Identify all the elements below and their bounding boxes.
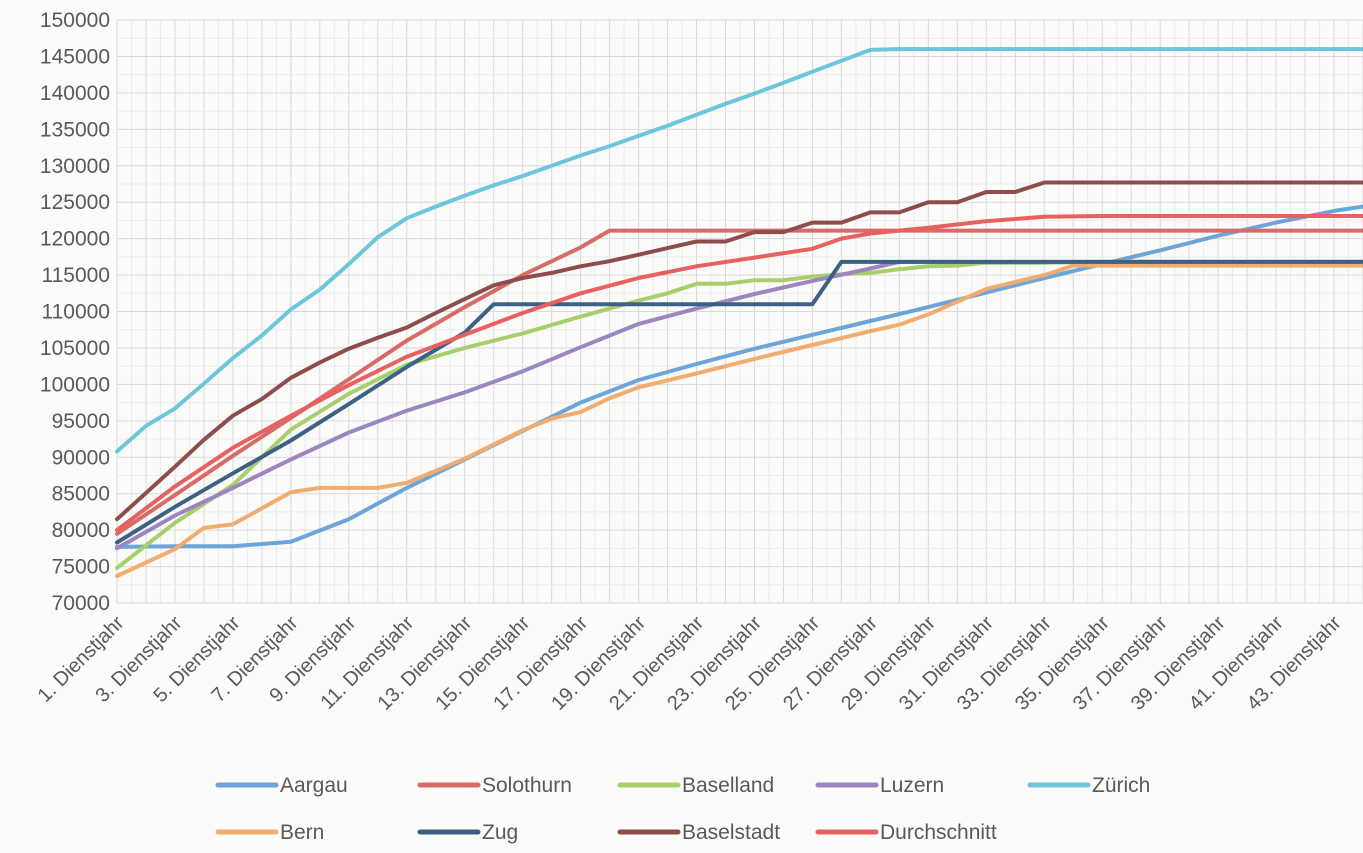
y-tick-label: 105000 — [40, 337, 110, 360]
series-line-durchschnitt — [115, 214, 1363, 533]
y-tick-label: 90000 — [52, 446, 110, 469]
series-line-luzern — [115, 259, 1363, 551]
series-line-baselland — [115, 259, 1363, 570]
legend-label: Aargau — [280, 774, 348, 797]
y-tick-label: 75000 — [52, 556, 110, 579]
legend-label: Durchschnitt — [880, 821, 997, 844]
y-tick-label: 130000 — [40, 155, 110, 178]
legend-label: Luzern — [880, 774, 944, 797]
y-tick-label: 120000 — [40, 228, 110, 251]
series-lines — [115, 47, 1363, 578]
y-tick-label: 70000 — [52, 592, 110, 615]
series-line-zürich — [115, 47, 1363, 454]
y-tick-label: 125000 — [40, 191, 110, 214]
legend-label: Baselland — [682, 774, 774, 797]
series-line-aargau — [115, 204, 1363, 549]
y-tick-label: 100000 — [40, 373, 110, 396]
legend-label: Baselstadt — [682, 821, 780, 844]
y-axis-ticks: 70000 75000 80000 85000 90000 95000 100000 1050… — [40, 9, 110, 615]
legend: Aargau Solothurn Baselland Luzern Zürich Bern… — [215, 774, 1150, 844]
y-tick-label: 85000 — [52, 483, 110, 506]
legend-label: Bern — [280, 821, 324, 844]
y-tick-label: 140000 — [40, 82, 110, 105]
series-line-solothurn — [115, 228, 1363, 536]
y-tick-label: 150000 — [40, 9, 110, 32]
y-tick-label: 135000 — [40, 118, 110, 141]
legend-label: Zug — [482, 821, 518, 844]
y-tick-label: 95000 — [52, 410, 110, 433]
y-tick-label: 80000 — [52, 519, 110, 542]
y-tick-label: 110000 — [41, 301, 110, 324]
legend-label: Zürich — [1092, 774, 1150, 797]
y-tick-label: 115000 — [41, 264, 110, 287]
legend-label: Solothurn — [482, 774, 572, 797]
series-line-bern — [115, 263, 1363, 578]
y-tick-label: 145000 — [40, 45, 110, 68]
series-line-zug — [115, 259, 1363, 545]
series-line-baselstadt — [115, 180, 1363, 522]
